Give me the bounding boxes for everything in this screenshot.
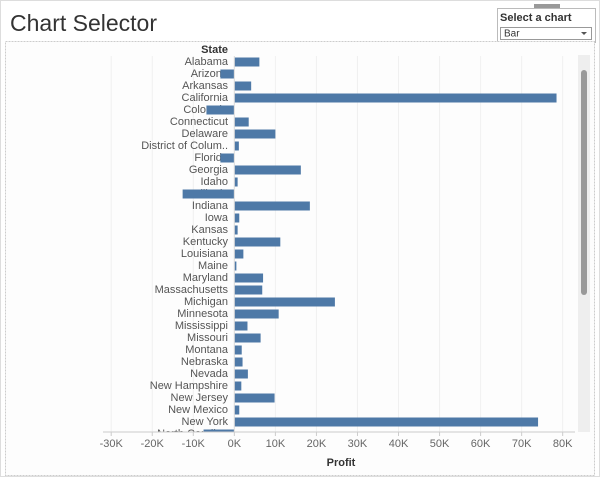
- bar: [234, 273, 264, 283]
- dropdown-value[interactable]: Bar: [504, 29, 520, 40]
- bar: [234, 93, 557, 103]
- x-tick-label: -10K: [182, 438, 206, 450]
- y-tick-label: Georgia: [189, 164, 229, 176]
- bar: [234, 405, 240, 415]
- x-tick-label: 80K: [553, 438, 573, 450]
- x-tick-label: 30K: [348, 438, 368, 450]
- bar: [234, 213, 240, 223]
- y-tick-label: Minnesota: [177, 308, 229, 320]
- x-axis-title: Profit: [327, 457, 356, 469]
- y-tick-label: Maine: [198, 260, 228, 272]
- x-tick-label: 60K: [471, 438, 491, 450]
- bar: [234, 357, 243, 367]
- x-tick-label: 20K: [307, 438, 327, 450]
- y-tick-label: Michigan: [184, 296, 228, 308]
- y-tick-label: California: [182, 92, 229, 104]
- y-tick-label: Mississippi: [175, 320, 228, 332]
- y-tick-label: New Mexico: [168, 404, 228, 416]
- bar: [234, 129, 276, 139]
- y-tick-label: New Jersey: [171, 392, 229, 404]
- bar: [234, 249, 244, 259]
- scrollbar-thumb[interactable]: [581, 70, 587, 295]
- bar: [234, 81, 252, 91]
- y-tick-label: Alabama: [185, 56, 229, 68]
- dropdown[interactable]: [500, 27, 592, 40]
- handle: [534, 4, 560, 8]
- bar: [234, 321, 248, 331]
- bar: [234, 393, 275, 403]
- x-axis: -30K -20K -10K 0K 10K 20K 30K 40K 50K 60K 70K 80K: [100, 431, 575, 450]
- bar: [234, 417, 539, 427]
- y-tick-label: New Hampshire: [150, 380, 228, 392]
- bar: [234, 309, 279, 319]
- y-tick-label: Missouri: [187, 332, 228, 344]
- bar: [234, 285, 263, 295]
- y-tick-label: New York: [182, 416, 229, 428]
- bar: [206, 105, 235, 115]
- y-tick-label: Montana: [185, 344, 229, 356]
- bar: [234, 165, 301, 175]
- x-tick-label: -20K: [141, 438, 165, 450]
- bar: [234, 297, 335, 307]
- y-tick-label: Iowa: [205, 212, 229, 224]
- y-tick-label: Maryland: [183, 272, 228, 284]
- bar: [234, 57, 260, 67]
- bar: [234, 225, 238, 235]
- bar: [234, 177, 238, 187]
- y-tick-label: Florida: [194, 152, 229, 164]
- bar: [234, 369, 248, 379]
- bar: [234, 117, 249, 127]
- y-tick-label: Idaho: [200, 176, 228, 188]
- bar: [234, 381, 242, 391]
- x-tick-label: 70K: [512, 438, 532, 450]
- x-tick-label: 40K: [389, 438, 409, 450]
- rows: AlabamaArizonaArkansasCaliforniaColorado…: [141, 56, 557, 440]
- bar: [234, 333, 261, 343]
- bar: [220, 153, 235, 163]
- bar: [220, 69, 235, 79]
- bar: [203, 429, 235, 432]
- dropdown-arrow[interactable]: [581, 32, 587, 35]
- x-tick-label: 50K: [430, 438, 450, 450]
- y-tick-label: Louisiana: [181, 248, 229, 260]
- x-tick-label: 0K: [228, 438, 242, 450]
- x-tick-label: -30K: [100, 438, 124, 450]
- y-tick-label: North Carolina: [157, 428, 229, 440]
- y-tick-label: Connecticut: [170, 116, 228, 128]
- y-tick-label: Nebraska: [181, 356, 229, 368]
- y-tick-label: Indiana: [192, 200, 229, 212]
- y-tick-label: Kansas: [191, 224, 228, 236]
- bar: [182, 189, 235, 199]
- chart-pane: [5, 41, 595, 476]
- y-tick-label: Arizona: [191, 68, 229, 80]
- chart-selector: Select a chart Bar: [497, 4, 596, 43]
- y-tick-label: Massachusetts: [155, 284, 229, 296]
- selector-label: Select a chart: [500, 12, 572, 24]
- x-tick-label: 10K: [266, 438, 286, 450]
- bar: [234, 141, 239, 151]
- y-tick-label: Nevada: [190, 368, 229, 380]
- bar: [234, 237, 281, 247]
- y-axis-title: State: [201, 44, 228, 56]
- y-tick-label: Arkansas: [182, 80, 228, 92]
- y-tick-label: District of Colum..: [141, 140, 228, 152]
- y-tick-label: Kentucky: [183, 236, 229, 248]
- y-tick-label: Delaware: [182, 128, 228, 140]
- dashboard-title: Chart Selector: [10, 10, 157, 36]
- bar: [234, 261, 237, 271]
- bar: [234, 345, 242, 355]
- bar: [234, 201, 310, 211]
